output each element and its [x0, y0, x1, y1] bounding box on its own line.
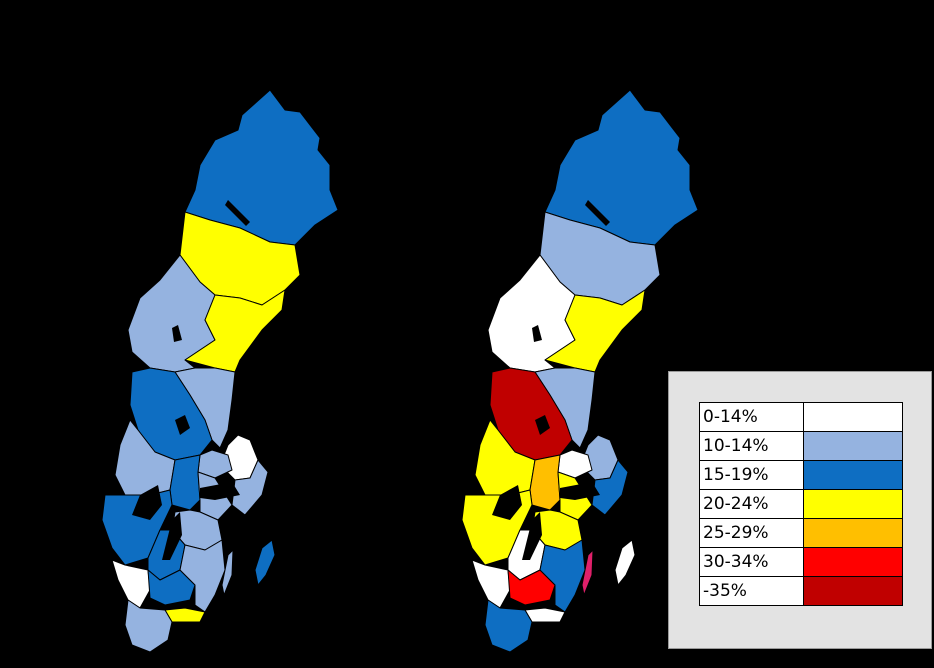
legend-label: 30-34% — [699, 547, 804, 577]
legend-label: -35% — [699, 576, 804, 606]
region-oland — [581, 549, 594, 596]
region-skane — [124, 599, 173, 653]
legend-swatch — [803, 518, 903, 548]
region-stockholm — [591, 459, 629, 516]
legend-row: 30-34% — [699, 547, 903, 577]
region-kalmar — [539, 539, 586, 613]
region-norrbotten — [184, 89, 339, 246]
region-kronoberg — [507, 569, 556, 606]
region-kalmar — [179, 539, 226, 613]
legend-swatch — [803, 402, 903, 432]
region-dalarna — [489, 367, 573, 461]
legend-swatch — [803, 431, 903, 461]
legend-swatch — [803, 576, 903, 606]
sweden-map-right — [461, 89, 699, 653]
legend-swatch — [803, 547, 903, 577]
legend-panel: 0-14% 10-14% 15-19% 20-24% 25-29% 30-34%… — [668, 371, 932, 649]
legend-label: 20-24% — [699, 489, 804, 519]
legend-row: 10-14% — [699, 431, 903, 461]
legend-table: 0-14% 10-14% 15-19% 20-24% 25-29% 30-34%… — [699, 402, 903, 606]
region-skane — [484, 599, 533, 653]
region-vasternorrland — [184, 289, 286, 373]
region-dalarna — [129, 367, 213, 461]
legend-label: 25-29% — [699, 518, 804, 548]
legend-label: 10-14% — [699, 431, 804, 461]
legend-row: 25-29% — [699, 518, 903, 548]
legend-label: 0-14% — [699, 402, 804, 432]
region-halland — [471, 559, 511, 609]
region-orebro — [529, 454, 561, 511]
region-halland — [111, 559, 151, 609]
region-vasternorrland — [544, 289, 646, 373]
legend-row: 15-19% — [699, 460, 903, 490]
legend-swatch — [803, 460, 903, 490]
region-orebro — [169, 454, 201, 511]
legend-row: 0-14% — [699, 402, 903, 432]
legend-row: -35% — [699, 576, 903, 606]
legend-label: 15-19% — [699, 460, 804, 490]
region-gotland — [614, 539, 636, 586]
legend-row: 20-24% — [699, 489, 903, 519]
region-kronoberg — [147, 569, 196, 606]
region-stockholm — [231, 459, 269, 516]
sweden-map-left — [101, 89, 339, 653]
legend-swatch — [803, 489, 903, 519]
region-norrbotten — [544, 89, 699, 246]
region-gotland — [254, 539, 276, 586]
region-oland — [221, 549, 234, 596]
